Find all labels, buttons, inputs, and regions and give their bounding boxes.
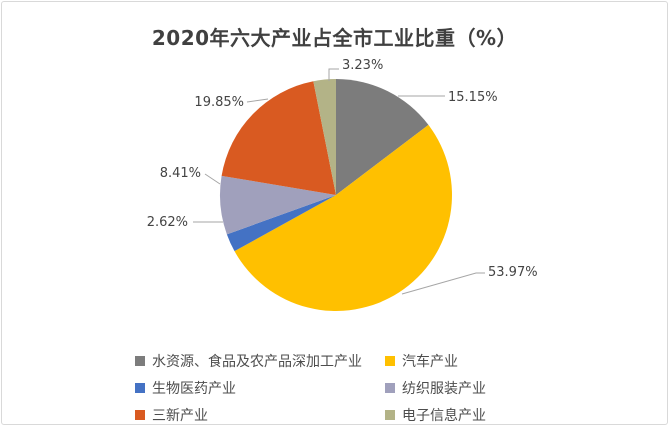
legend-swatch-icon: [135, 383, 145, 393]
legend-item-0[interactable]: 水资源、食品及农产品深加工产业: [135, 351, 385, 371]
data-label: 19.85%: [194, 95, 244, 110]
label-leader-line: [328, 68, 339, 81]
legend-item-2[interactable]: 生物医药产业: [135, 378, 385, 398]
legend-item-3[interactable]: 纺织服装产业: [385, 378, 486, 398]
legend-swatch-icon: [385, 383, 395, 393]
legend-label: 汽车产业: [402, 354, 458, 370]
legend-label: 电子信息产业: [402, 408, 486, 424]
data-label: 2.62%: [147, 215, 188, 230]
label-leader-line: [204, 173, 221, 185]
label-leader-line: [401, 272, 485, 295]
legend-swatch-icon: [385, 356, 395, 366]
data-label: 8.41%: [160, 166, 201, 181]
label-leader-line: [246, 98, 269, 103]
chart-legend: 水资源、食品及农产品深加工产业 汽车产业生物医药产业 纺织服装产业三新产业 电子信息产…: [135, 351, 486, 424]
pie-slice-5[interactable]: [313, 78, 336, 195]
data-label: 15.15%: [448, 90, 498, 105]
data-label: 3.23%: [342, 58, 383, 73]
legend-swatch-icon: [135, 410, 145, 420]
pie-slice-4[interactable]: [221, 81, 336, 195]
legend-item-1[interactable]: 汽车产业: [385, 351, 486, 371]
legend-swatch-icon: [385, 410, 395, 420]
pie-slice-1[interactable]: [234, 124, 452, 311]
legend-label: 水资源、食品及农产品深加工产业: [152, 354, 362, 370]
data-label: 53.97%: [488, 265, 538, 280]
legend-item-5[interactable]: 电子信息产业: [385, 405, 486, 424]
legend-label: 生物医药产业: [152, 381, 236, 397]
pie-slice-2[interactable]: [226, 195, 336, 252]
pie-slice-3[interactable]: [219, 175, 336, 235]
pie-slice-0[interactable]: [336, 79, 429, 195]
legend-item-4[interactable]: 三新产业: [135, 405, 385, 424]
legend-label: 三新产业: [152, 408, 208, 424]
chart-title: 2020年六大产业占全市工业比重（%）: [151, 26, 518, 50]
legend-label: 纺织服装产业: [402, 381, 486, 397]
legend-swatch-icon: [135, 356, 145, 366]
